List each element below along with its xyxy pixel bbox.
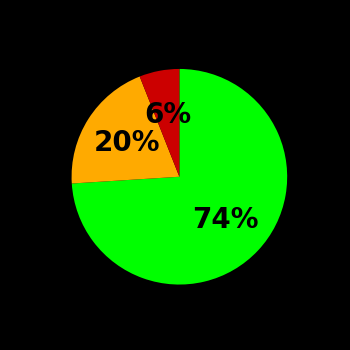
Text: 6%: 6% — [144, 102, 191, 130]
Wedge shape — [140, 69, 180, 177]
Wedge shape — [72, 77, 179, 183]
Text: 20%: 20% — [93, 129, 160, 157]
Wedge shape — [72, 69, 287, 285]
Text: 74%: 74% — [192, 205, 258, 233]
